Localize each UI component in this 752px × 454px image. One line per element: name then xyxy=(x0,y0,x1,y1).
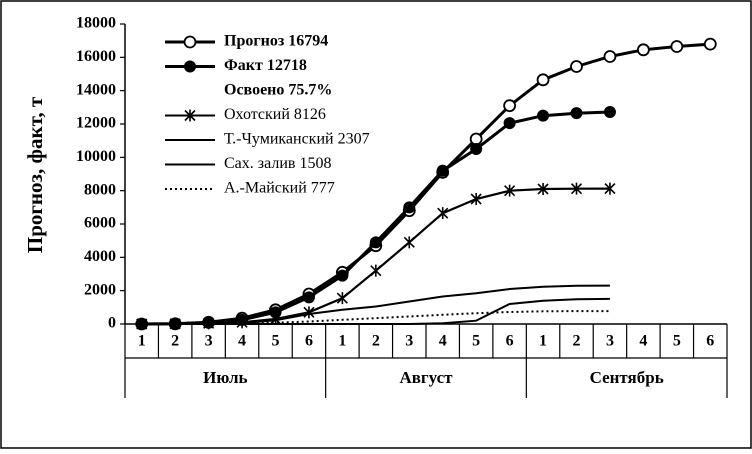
y-tick-label: 0 xyxy=(108,315,116,332)
y-tick-label: 16000 xyxy=(76,48,116,65)
x-tick-label: 1 xyxy=(539,333,547,350)
data-point xyxy=(303,306,315,319)
x-tick-label: 6 xyxy=(706,333,714,350)
legend-label: Охотский 8126 xyxy=(224,106,326,123)
y-tick-label: 12000 xyxy=(76,115,116,132)
data-point xyxy=(437,207,449,220)
x-tick-label: 5 xyxy=(673,333,681,350)
x-tick-label: 4 xyxy=(639,333,647,350)
x-tick-label: 6 xyxy=(305,333,313,350)
y-tick-label: 18000 xyxy=(76,15,116,32)
series-group xyxy=(135,37,717,331)
x-tick-label: 1 xyxy=(338,333,346,350)
data-point xyxy=(504,184,516,197)
series-line xyxy=(141,297,610,325)
series xyxy=(141,297,610,325)
x-tick-label: 4 xyxy=(238,333,246,350)
x-axis-categories: 1 2 3 4 5 6 1 2 3 4 5 6 1 2 3 4 5 6 xyxy=(138,333,715,350)
data-point xyxy=(470,193,482,205)
legend-entry: А.-Майский 777 xyxy=(165,180,335,197)
month-label: Август xyxy=(399,368,453,387)
y-tick-label: 4000 xyxy=(84,248,116,265)
x-axis-months: Июль Август Сентябрь xyxy=(203,368,664,387)
x-tick-label: 3 xyxy=(205,333,213,350)
data-point xyxy=(436,164,449,177)
data-point xyxy=(470,143,483,155)
y-axis-ticks: 0 2000 4000 6000 8000 10000 12000 14000 16000 180… xyxy=(76,15,125,332)
legend-entry: Т.-Чумиканский 2307 xyxy=(165,131,370,148)
data-point xyxy=(603,106,616,119)
data-point xyxy=(537,183,549,195)
legend-label: А.-Майский 777 xyxy=(224,180,335,197)
data-point xyxy=(370,264,382,277)
series xyxy=(141,310,610,325)
x-tick-label: 5 xyxy=(272,333,280,350)
month-label: Сентябрь xyxy=(590,368,664,387)
data-point xyxy=(503,99,517,113)
x-tick-label: 3 xyxy=(606,333,614,350)
data-point xyxy=(604,182,616,195)
data-point xyxy=(603,50,617,63)
x-tick-label: 4 xyxy=(439,333,447,350)
data-point xyxy=(403,236,415,249)
legend-entry: Факт 12718 xyxy=(165,57,307,74)
data-point xyxy=(503,117,516,130)
data-point xyxy=(636,43,650,57)
x-tick-label: 2 xyxy=(573,333,581,350)
data-point xyxy=(537,109,550,122)
y-axis-title: Прогноз, факт, т xyxy=(23,96,47,253)
data-point xyxy=(369,236,382,249)
data-point xyxy=(469,132,483,146)
legend-label: Т.-Чумиканский 2307 xyxy=(224,131,370,148)
data-point xyxy=(336,292,348,305)
data-point xyxy=(302,291,315,304)
data-point xyxy=(570,182,583,195)
legend-entry: Охотский 8126 xyxy=(165,106,326,123)
x-tick-label: 2 xyxy=(372,333,380,350)
legend: Прогноз 16794 Факт 12718 Освоено 75.7% Охот… xyxy=(165,33,370,197)
data-point xyxy=(703,37,717,51)
legend-entry: Сах. залив 1508 xyxy=(165,155,331,172)
x-tick-label: 3 xyxy=(405,333,413,350)
legend-label: Факт 12718 xyxy=(224,57,307,74)
x-tick-label: 1 xyxy=(138,333,146,350)
legend-entry: Прогноз 16794 xyxy=(165,33,328,50)
data-point xyxy=(570,60,583,73)
month-label: Июль xyxy=(203,368,247,387)
y-tick-label: 8000 xyxy=(84,181,116,198)
x-tick-label: 2 xyxy=(171,333,179,350)
legend-label: Сах. залив 1508 xyxy=(224,155,331,172)
y-tick-label: 10000 xyxy=(76,148,116,165)
data-point xyxy=(336,269,349,282)
data-point xyxy=(670,40,684,53)
x-tick-label: 5 xyxy=(472,333,480,350)
data-point xyxy=(536,73,550,87)
data-point xyxy=(184,60,196,73)
y-tick-label: 14000 xyxy=(76,81,116,98)
y-tick-label: 6000 xyxy=(84,215,116,232)
series-line xyxy=(141,310,610,325)
y-tick-label: 2000 xyxy=(84,281,116,298)
data-point xyxy=(184,109,196,122)
legend-label: Прогноз 16794 xyxy=(224,33,328,50)
x-tick-label: 6 xyxy=(506,333,514,350)
data-point xyxy=(183,35,197,49)
data-point xyxy=(570,107,583,120)
data-point xyxy=(403,201,416,214)
legend-annotation: Освоено 75.7% xyxy=(224,82,332,99)
